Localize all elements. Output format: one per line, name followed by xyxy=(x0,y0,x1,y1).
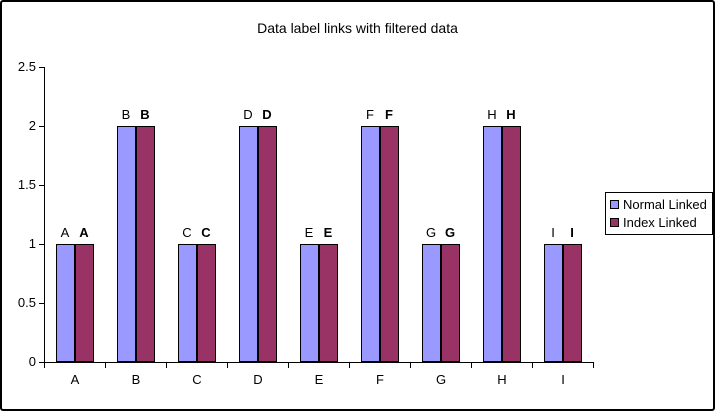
data-label: G xyxy=(444,225,456,240)
data-label: E xyxy=(304,225,314,240)
data-label: F xyxy=(366,107,374,122)
x-axis-category-label: D xyxy=(253,372,263,387)
x-axis-category-label: G xyxy=(435,372,447,387)
data-label: H xyxy=(487,107,497,122)
data-label: B xyxy=(140,107,150,122)
data-label: C xyxy=(201,225,211,240)
x-axis-tick xyxy=(349,363,350,368)
y-axis-tick-label: 0 xyxy=(28,354,36,369)
x-axis-tick xyxy=(105,363,106,368)
bar-normal-linked-D xyxy=(239,126,258,362)
bar-normal-linked-C xyxy=(178,244,197,362)
y-axis-tick-label: 0.5 xyxy=(17,295,36,310)
data-label: G xyxy=(425,225,437,240)
x-axis-category-label: A xyxy=(70,372,80,387)
x-axis-category-label: H xyxy=(497,372,507,387)
bar-index-linked-I xyxy=(563,244,582,362)
y-axis-tick xyxy=(39,67,44,68)
chart-title: Data label links with filtered data xyxy=(257,20,458,36)
legend-item: Index Linked xyxy=(610,215,707,230)
y-axis-tick-label: 1 xyxy=(28,236,36,251)
bar-index-linked-G xyxy=(441,244,460,362)
bar-index-linked-H xyxy=(502,126,521,362)
y-axis-tick xyxy=(39,185,44,186)
legend: Normal Linked Index Linked xyxy=(605,192,713,235)
legend-swatch-icon xyxy=(610,218,619,227)
x-axis-category-label: E xyxy=(314,372,324,387)
bar-normal-linked-H xyxy=(483,126,502,362)
legend-swatch-icon xyxy=(610,200,619,209)
data-label: C xyxy=(182,225,192,240)
y-axis-tick-label: 2.5 xyxy=(17,59,36,74)
y-axis-tick-label: 1.5 xyxy=(17,177,36,192)
bar-index-linked-D xyxy=(258,126,277,362)
data-label: I xyxy=(551,225,555,240)
legend-label: Normal Linked xyxy=(623,197,707,212)
bar-index-linked-C xyxy=(197,244,216,362)
x-axis-category-label: F xyxy=(376,372,384,387)
x-axis-tick xyxy=(44,363,45,368)
x-axis-tick xyxy=(410,363,411,368)
bar-normal-linked-E xyxy=(300,244,319,362)
data-label: A xyxy=(60,225,70,240)
bar-normal-linked-G xyxy=(422,244,441,362)
y-axis-tick xyxy=(39,126,44,127)
x-axis-tick xyxy=(593,363,594,368)
bar-normal-linked-F xyxy=(361,126,380,362)
legend-item: Normal Linked xyxy=(610,197,707,212)
x-axis-tick xyxy=(227,363,228,368)
bar-index-linked-F xyxy=(380,126,399,362)
data-label: B xyxy=(121,107,131,122)
x-axis-tick xyxy=(532,363,533,368)
legend-label: Index Linked xyxy=(623,215,697,230)
data-label: A xyxy=(79,225,89,240)
data-label: E xyxy=(323,225,333,240)
x-axis-category-label: I xyxy=(561,372,565,387)
bar-index-linked-B xyxy=(136,126,155,362)
bar-index-linked-A xyxy=(75,244,94,362)
x-axis-tick xyxy=(288,363,289,368)
y-axis-tick xyxy=(39,362,44,363)
y-axis-tick-label: 2 xyxy=(28,118,36,133)
x-axis-category-label: B xyxy=(131,372,141,387)
x-axis-tick xyxy=(166,363,167,368)
data-label: I xyxy=(570,225,574,240)
x-axis-tick xyxy=(471,363,472,368)
y-axis-tick xyxy=(39,303,44,304)
bar-index-linked-E xyxy=(319,244,338,362)
data-label: D xyxy=(243,107,253,122)
bar-normal-linked-B xyxy=(117,126,136,362)
data-label: F xyxy=(385,107,393,122)
y-axis-tick xyxy=(39,244,44,245)
bar-normal-linked-I xyxy=(544,244,563,362)
bar-normal-linked-A xyxy=(56,244,75,362)
data-label: H xyxy=(506,107,516,122)
data-label: D xyxy=(262,107,272,122)
x-axis-category-label: C xyxy=(192,372,202,387)
